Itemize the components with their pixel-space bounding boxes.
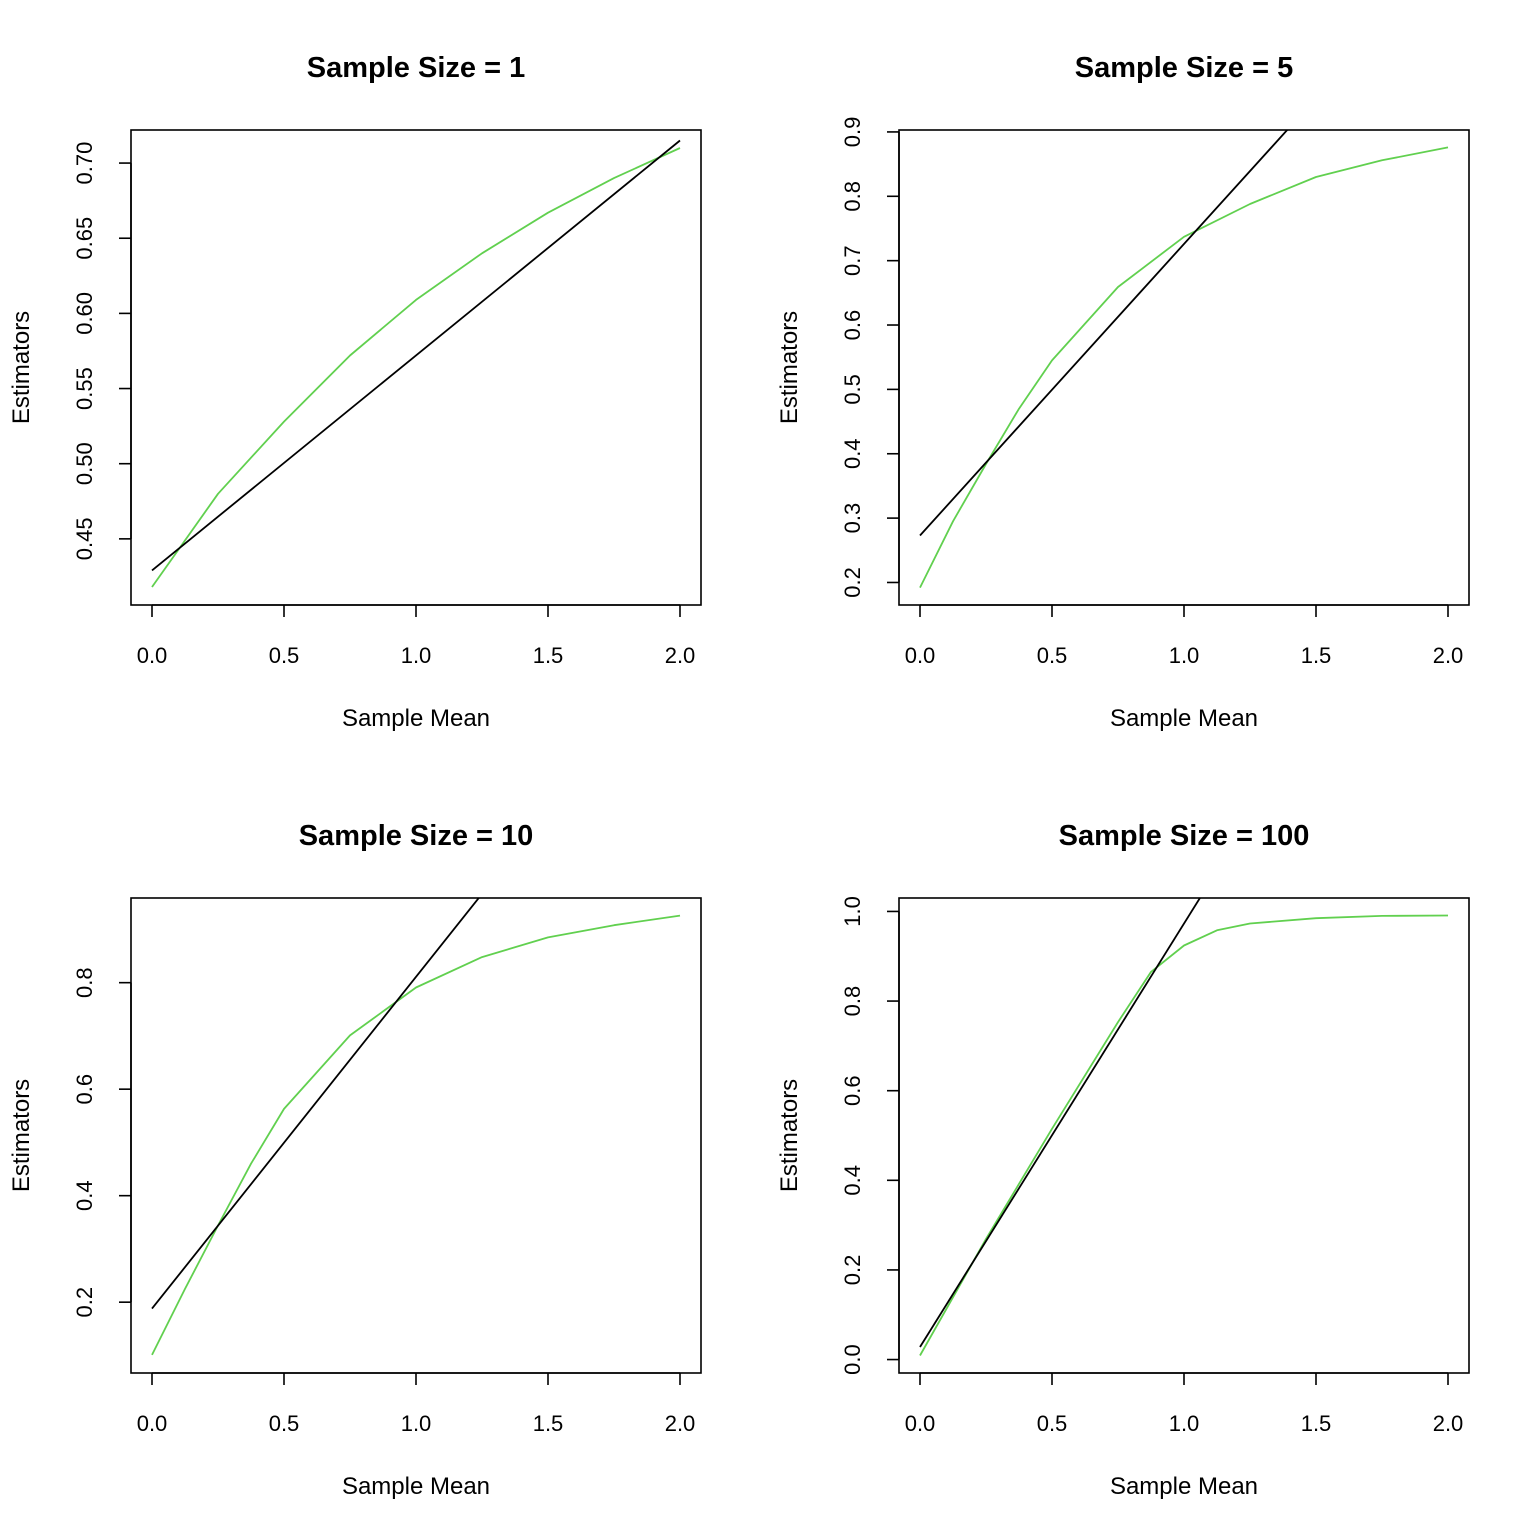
x-axis-label: Sample Mean: [1110, 1473, 1258, 1500]
y-tick-label: 0.2: [840, 567, 865, 598]
black-line: [151, 898, 480, 1310]
x-tick-label: 2.0: [665, 643, 696, 668]
x-tick-label: 1.5: [533, 1411, 564, 1436]
x-tick-label: 1.5: [1301, 1411, 1332, 1436]
y-tick-label: 0.70: [72, 142, 97, 185]
x-tick-label: 0.5: [269, 643, 300, 668]
y-tick-label: 0.50: [72, 442, 97, 485]
plot-frame: [898, 897, 1470, 1374]
y-tick-label: 0.3: [840, 503, 865, 534]
y-tick-label: 0.6: [840, 310, 865, 341]
panel-3: Sample Size = 10 Sample Mean Estimators 0.0…: [8, 820, 702, 1500]
y-tick-label: 0.7: [840, 245, 865, 276]
y-tick-label: 1.0: [840, 896, 865, 927]
y-tick-label: 0.8: [840, 181, 865, 212]
chart-title: Sample Size = 10: [299, 820, 534, 852]
y-tick-label: 0.4: [840, 438, 865, 469]
chart-title: Sample Size = 100: [1059, 820, 1310, 852]
black-line: [151, 139, 681, 572]
black-line: [919, 130, 1289, 537]
y-tick-label: 0.8: [72, 967, 97, 998]
green-curve: [919, 914, 1449, 1356]
y-tick-label: 0.4: [72, 1180, 97, 1211]
black-line: [919, 898, 1201, 1348]
x-tick-label: 1.5: [1301, 643, 1332, 668]
y-axis-label: Estimators: [8, 1079, 35, 1192]
x-tick-label: 0.0: [905, 643, 936, 668]
y-axis-label: Estimators: [776, 1079, 803, 1192]
x-tick-label: 2.0: [1433, 643, 1464, 668]
x-axis-label: Sample Mean: [1110, 705, 1258, 732]
x-axis-label: Sample Mean: [342, 705, 490, 732]
green-curve: [151, 914, 681, 1356]
x-tick-label: 1.0: [401, 1411, 432, 1436]
x-tick-label: 0.0: [905, 1411, 936, 1436]
green-curve: [919, 146, 1449, 589]
y-tick-label: 0.65: [72, 217, 97, 260]
chart-title: Sample Size = 1: [307, 52, 525, 84]
x-tick-label: 1.0: [1169, 1411, 1200, 1436]
plot-frame: [898, 129, 1470, 606]
y-tick-label: 0.6: [72, 1074, 97, 1105]
plot-frame: [130, 897, 702, 1374]
x-tick-label: 2.0: [1433, 1411, 1464, 1436]
x-axis-label: Sample Mean: [342, 1473, 490, 1500]
y-tick-label: 0.45: [72, 517, 97, 560]
panel-1: Sample Size = 1 Sample Mean Estimators 0.0 0…: [8, 52, 702, 732]
x-tick-label: 1.0: [401, 643, 432, 668]
x-tick-label: 0.5: [1037, 643, 1068, 668]
y-tick-label: 0.60: [72, 292, 97, 335]
x-tick-label: 1.5: [533, 643, 564, 668]
x-tick-label: 0.5: [269, 1411, 300, 1436]
panel-2: Sample Size = 5 Sample Mean Estimators 0.0 0…: [776, 52, 1470, 732]
y-tick-label: 0.5: [840, 374, 865, 405]
x-tick-label: 1.0: [1169, 643, 1200, 668]
y-tick-label: 0.55: [72, 367, 97, 410]
x-tick-label: 2.0: [665, 1411, 696, 1436]
plot-frame: [130, 129, 702, 606]
x-tick-label: 0.0: [137, 643, 168, 668]
panel-4: Sample Size = 100 Sample Mean Estimators 0.…: [776, 820, 1470, 1500]
y-tick-label: 0.8: [840, 986, 865, 1017]
green-curve: [151, 147, 681, 588]
y-tick-label: 0.9: [840, 117, 865, 148]
y-tick-label: 0.0: [840, 1344, 865, 1375]
y-axis-label: Estimators: [8, 311, 35, 424]
chart-title: Sample Size = 5: [1075, 52, 1293, 84]
x-tick-label: 0.0: [137, 1411, 168, 1436]
y-tick-label: 0.2: [72, 1287, 97, 1318]
y-tick-label: 0.2: [840, 1255, 865, 1286]
y-tick-label: 0.6: [840, 1075, 865, 1106]
y-tick-label: 0.4: [840, 1165, 865, 1196]
y-axis-label: Estimators: [776, 311, 803, 424]
x-tick-label: 0.5: [1037, 1411, 1068, 1436]
